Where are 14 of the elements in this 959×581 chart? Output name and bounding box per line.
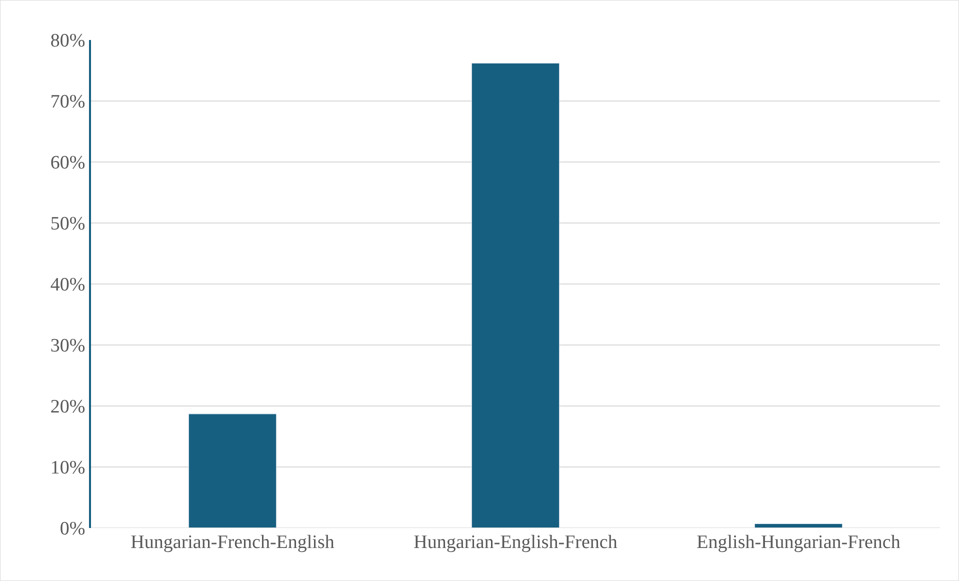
y-tick-label: 0% — [60, 518, 86, 540]
y-tick-label: 30% — [50, 336, 86, 357]
bar — [188, 414, 277, 528]
x-tick-label: Hungarian-French-English — [130, 532, 335, 553]
y-tick-label: 60% — [50, 152, 86, 174]
y-tick-label: 10% — [50, 458, 86, 479]
y-tick-label: 40% — [50, 274, 86, 296]
y-tick-label: 50% — [50, 214, 86, 235]
x-tick-label: Hungarian-English-French — [414, 532, 618, 553]
bar — [471, 62, 560, 528]
y-tick-label: 80% — [50, 30, 86, 52]
y-tick-label: 70% — [50, 92, 86, 113]
y-tick-label: 20% — [50, 396, 86, 418]
x-tick-label: English-Hungarian-French — [696, 532, 901, 553]
